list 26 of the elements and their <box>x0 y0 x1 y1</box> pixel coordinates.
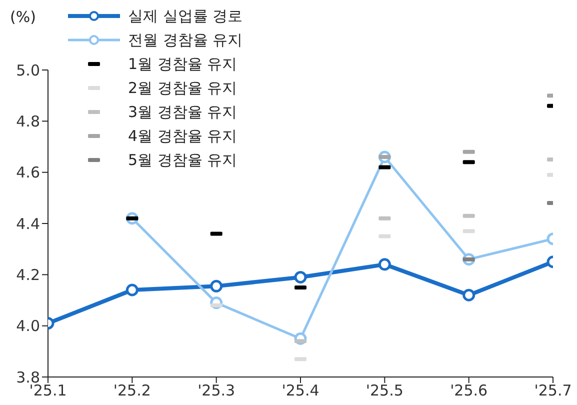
point <box>294 270 307 284</box>
y-tick-label: 4.0 <box>16 317 40 336</box>
y-tick-label: 4.2 <box>16 266 40 284</box>
point <box>462 288 476 302</box>
y-axis-title: (%) <box>10 8 36 26</box>
y-tick-label: 5.0 <box>16 61 40 80</box>
legend-label: 5월 경참율 유지 <box>128 150 238 170</box>
x-tick-label: '25.2 <box>113 382 151 400</box>
x-tick-label: '25.6 <box>450 382 488 400</box>
point <box>210 280 223 292</box>
x-tick-label: '25.3 <box>198 382 236 400</box>
legend-label: 3월 경참율 유지 <box>128 102 238 122</box>
legend-label: 2월 경참율 유지 <box>128 78 238 98</box>
x-tick-label: '25.5 <box>366 382 404 400</box>
legend-label: 실제 실업률 경로 <box>128 6 243 26</box>
x-tick-label: '25.4 <box>282 382 320 400</box>
legend-label: 4월 경참율 유지 <box>128 126 238 146</box>
point <box>378 258 391 271</box>
x-tick-label: '25.1 <box>29 382 67 400</box>
y-tick-label: 4.8 <box>16 112 40 130</box>
x-tick-label: '25.7 <box>534 382 572 400</box>
y-tick-label: 4.4 <box>16 214 40 233</box>
legend-label: 1월 경참율 유지 <box>128 54 238 74</box>
legend-label: 전월 경참율 유지 <box>128 30 243 50</box>
point <box>126 284 138 296</box>
y-tick-label: 4.6 <box>16 164 40 182</box>
